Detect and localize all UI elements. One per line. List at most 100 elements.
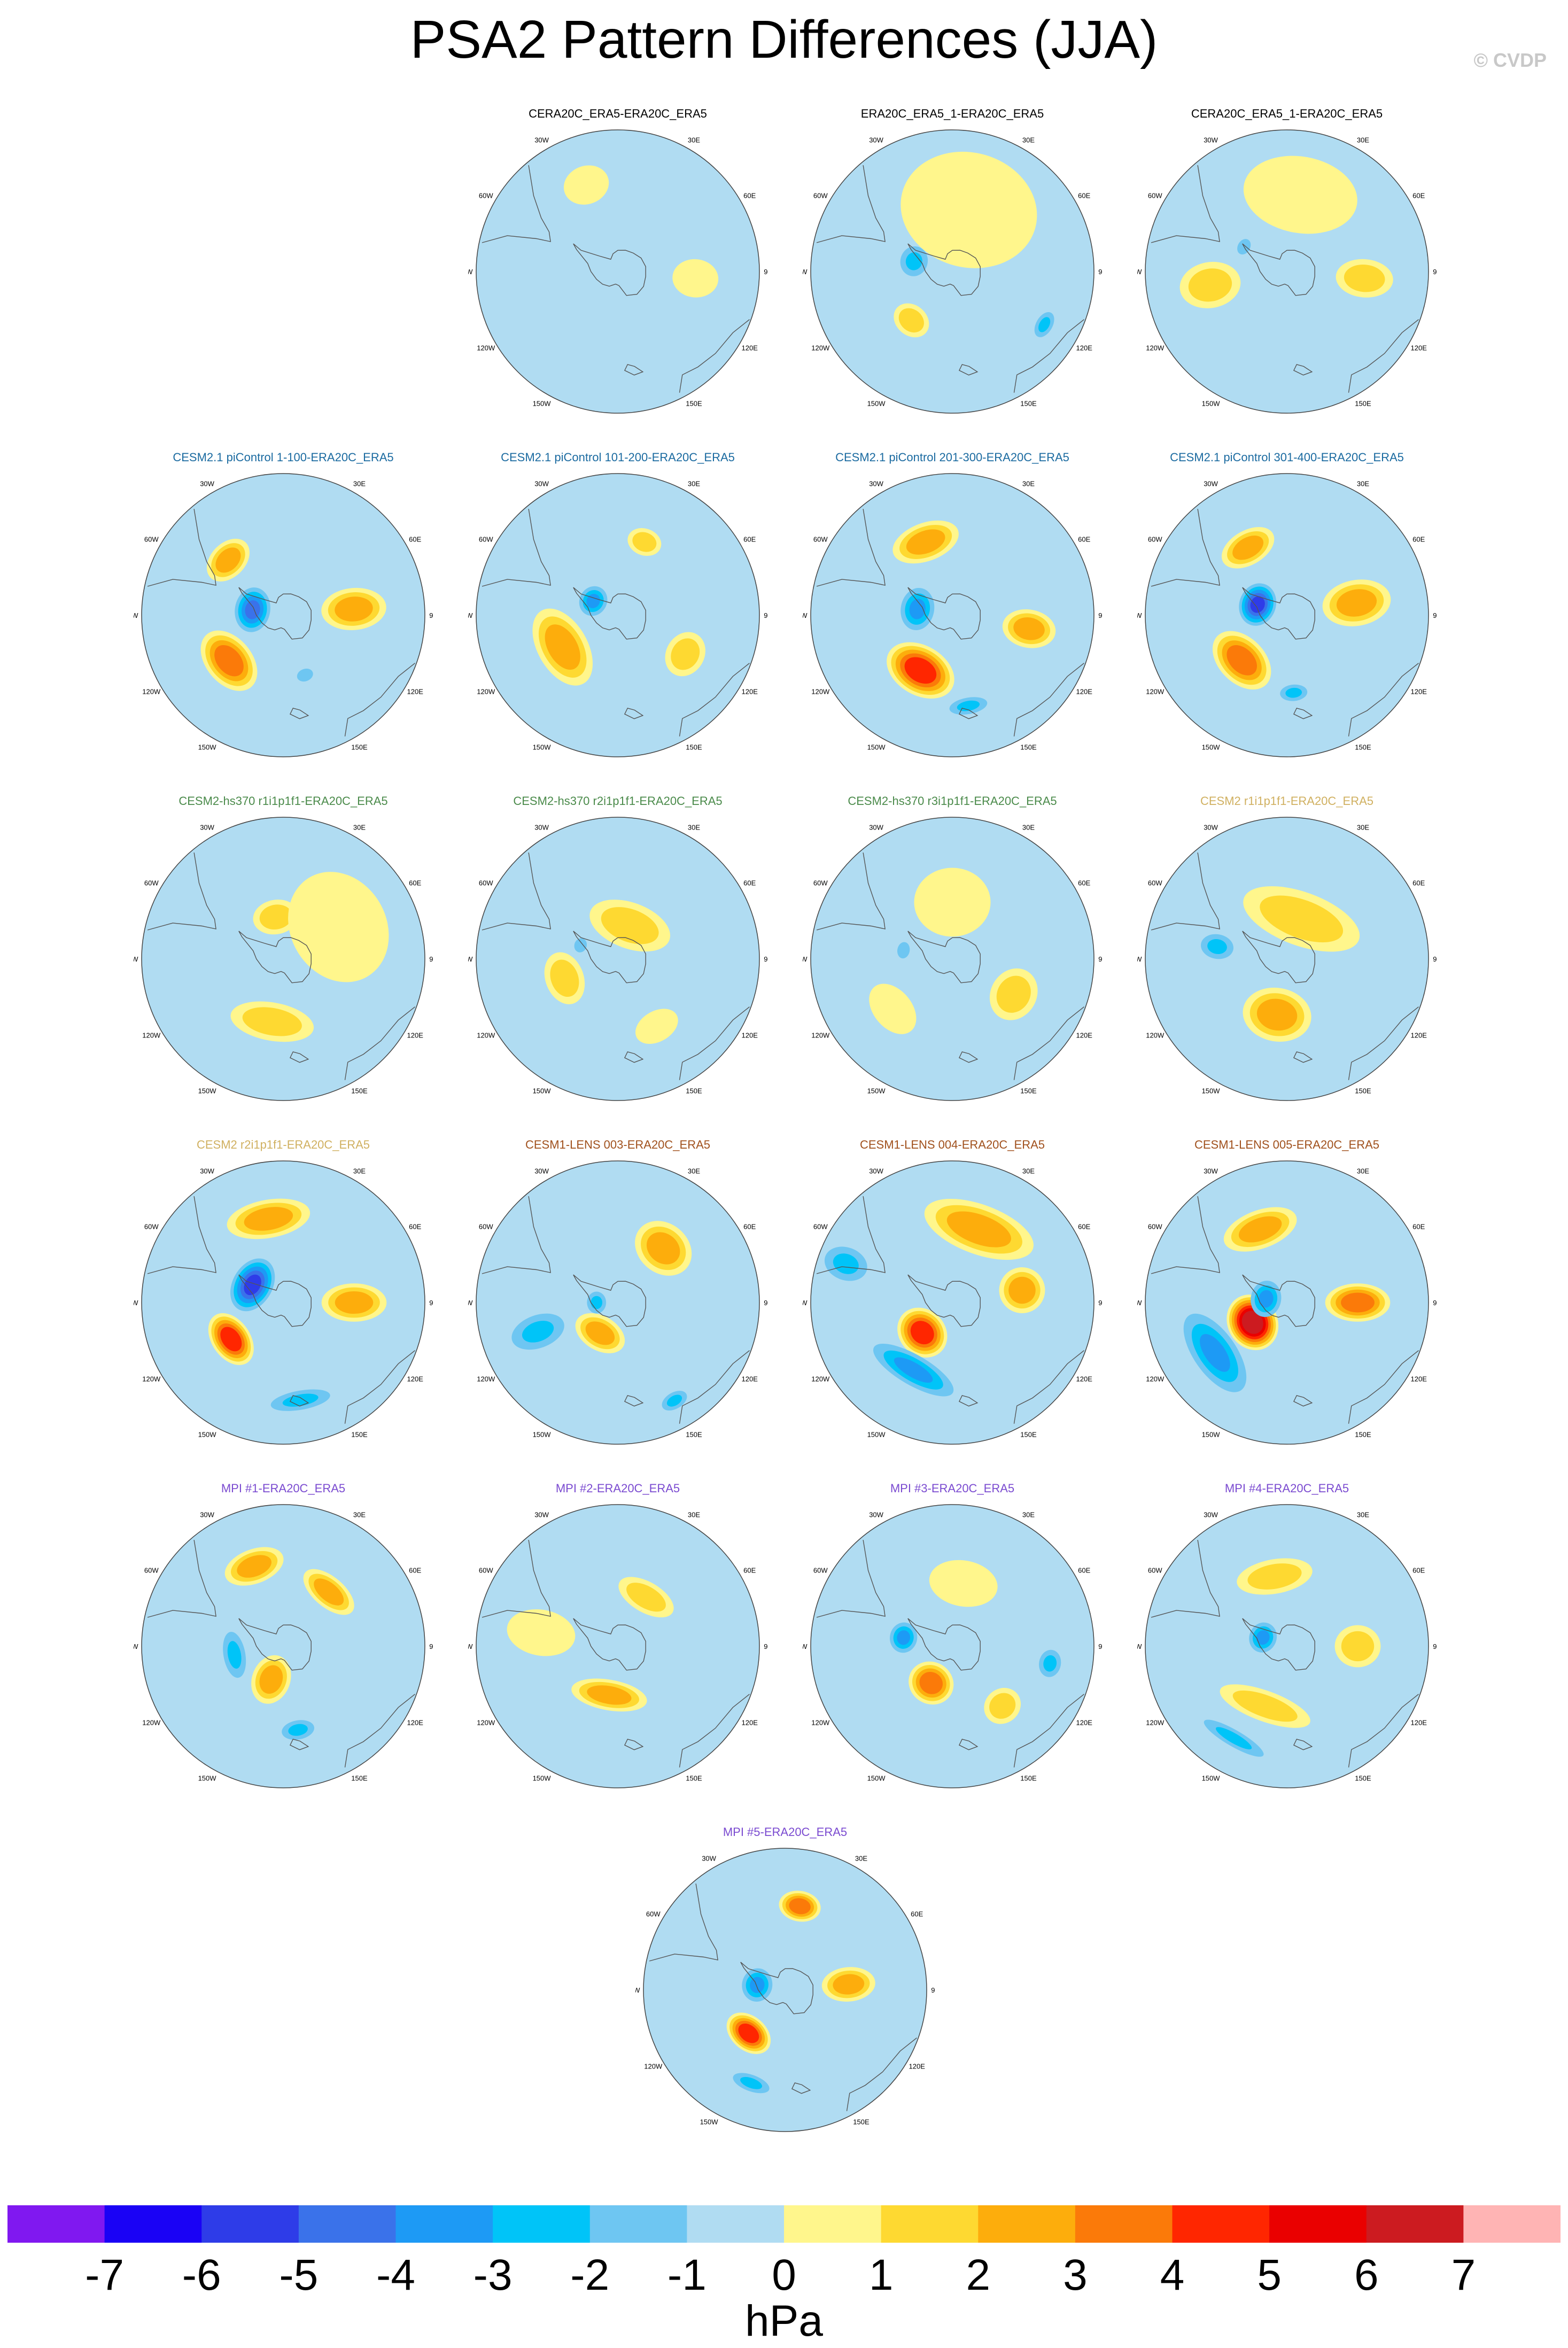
longitude-label: 180 — [1281, 764, 1293, 765]
australia-coastline — [679, 319, 750, 393]
longitude-label: 60E — [1078, 1567, 1090, 1575]
positive-anomaly — [1334, 1625, 1381, 1668]
polar-map: 0 30E 60E 90E 120E 150E 180 150W 120W 90W 60W 30W — [1137, 809, 1437, 1109]
positive-anomaly — [929, 1560, 998, 1607]
australia-coastline — [679, 1006, 750, 1080]
australia-coastline — [344, 1350, 415, 1424]
new-zealand-coastline — [289, 708, 309, 719]
map-panel: CESM2.1 piControl 201-300-ERA20C_ERA5 0 30… — [803, 451, 1102, 782]
longitude-label: 150W — [867, 1774, 886, 1783]
map-boundary — [810, 817, 1095, 1101]
longitude-label: 30W — [534, 1510, 549, 1518]
longitude-label: 30W — [200, 479, 214, 487]
positive-anomaly — [635, 1009, 678, 1044]
longitude-label: 60W — [1148, 192, 1162, 200]
longitude-label: 120W — [1146, 1718, 1165, 1726]
longitude-label: 30W — [869, 1167, 883, 1175]
longitude-label: 180 — [612, 1451, 624, 1452]
longitude-label: 150E — [1355, 1087, 1371, 1095]
longitude-label: 90W — [1137, 955, 1142, 963]
longitude-label: 120W — [142, 1031, 161, 1039]
longitude-label: 30E — [353, 823, 366, 831]
longitude-label: 120W — [1146, 1375, 1165, 1383]
panel-title: CESM2.1 piControl 101-200-ERA20C_ERA5 — [501, 451, 735, 464]
polar-map: 0 30E 60E 90E 120E 150E 180 150W 120W 90W 60W 30W — [134, 466, 433, 765]
longitude-label: 150W — [867, 400, 886, 408]
map-panel: MPI #3-ERA20C_ERA5 0 30E 60E 90E 120E 150E 180 1… — [803, 1482, 1102, 1813]
longitude-label: 180 — [612, 1795, 624, 1796]
polar-map: 0 30E 60E 90E 120E 150E 180 150W 120W 90W 60W 30W — [468, 1153, 767, 1452]
colorbar-swatch — [1075, 2205, 1173, 2243]
australia-coastline — [1348, 319, 1419, 393]
longitude-label: 120E — [1411, 1718, 1427, 1726]
longitude-label: 90E — [764, 955, 767, 963]
map-panel: CESM1-LENS 005-ERA20C_ERA5 0 30E 60E 90E 120E… — [1137, 1138, 1437, 1469]
longitude-label: 60W — [813, 1567, 828, 1575]
longitude-label: 90W — [1137, 611, 1142, 619]
longitude-label: 60W — [144, 536, 159, 544]
longitude-label: 120W — [142, 687, 161, 695]
map-boundary — [476, 129, 760, 414]
map-boundary — [141, 473, 425, 757]
longitude-label: 150W — [1202, 743, 1221, 751]
longitude-label: 180 — [277, 764, 289, 765]
longitude-label: 150W — [198, 1087, 217, 1095]
longitude-label: 30E — [688, 479, 700, 487]
antarctica-coastline — [1242, 243, 1315, 296]
panel-title: CESM2.1 piControl 1-100-ERA20C_ERA5 — [173, 451, 394, 464]
longitude-label: 90E — [1098, 955, 1102, 963]
panel-title: MPI #3-ERA20C_ERA5 — [890, 1482, 1015, 1495]
colorbar-swatch — [1366, 2205, 1464, 2243]
positive-anomaly — [1221, 527, 1275, 569]
positive-anomaly — [563, 165, 609, 205]
positive-anomaly — [821, 1967, 875, 2002]
polar-map: 0 30E 60E 90E 120E 150E 180 150W 120W 90W 60W 30W — [803, 466, 1102, 765]
longitude-label: 30E — [1022, 1510, 1035, 1518]
longitude-label: 60W — [479, 879, 493, 887]
longitude-label: 30E — [688, 1167, 700, 1175]
south-america-coastline — [482, 852, 551, 931]
longitude-label: 0 — [616, 1153, 619, 1154]
polar-map: 0 30E 60E 90E 120E 150E 180 150W 120W 90W 60W 30W — [134, 1497, 433, 1796]
longitude-label: 30E — [353, 1510, 366, 1518]
negative-anomaly — [733, 2073, 770, 2094]
south-america-coastline — [816, 508, 886, 587]
longitude-label: 90E — [1098, 611, 1102, 619]
antarctica-coastline — [238, 931, 312, 983]
colorbar-tick-label: 3 — [1063, 2251, 1088, 2299]
longitude-label: 150W — [1202, 400, 1221, 408]
negative-anomaly — [511, 1313, 564, 1350]
longitude-label: 150E — [686, 1774, 702, 1783]
south-america-coastline — [147, 1539, 216, 1618]
positive-anomaly — [251, 1655, 291, 1704]
longitude-label: 60E — [1412, 1223, 1425, 1231]
panel-title: CESM2 r2i1p1f1-ERA20C_ERA5 — [196, 1138, 370, 1151]
new-zealand-coastline — [1293, 1051, 1313, 1063]
longitude-label: 180 — [277, 1795, 289, 1796]
longitude-label: 150W — [867, 1087, 886, 1095]
longitude-label: 60E — [409, 879, 421, 887]
antarctica-coastline — [573, 931, 646, 983]
longitude-label: 60W — [144, 879, 159, 887]
positive-anomaly — [321, 1283, 387, 1322]
longitude-label: 60W — [479, 536, 493, 544]
longitude-label: 60W — [1148, 536, 1162, 544]
colorbar-tick-label: -1 — [667, 2251, 707, 2299]
longitude-label: 30E — [1357, 479, 1369, 487]
longitude-label: 150E — [351, 1774, 368, 1783]
polar-map: 0 30E 60E 90E 120E 150E 180 150W 120W 90W 60W 30W — [468, 809, 767, 1109]
positive-anomaly — [1243, 987, 1311, 1042]
new-zealand-coastline — [624, 1739, 644, 1750]
longitude-label: 150W — [1202, 1774, 1221, 1783]
negative-anomaly — [1034, 312, 1054, 337]
longitude-label: 180 — [612, 420, 624, 421]
longitude-label: 60W — [1148, 879, 1162, 887]
new-zealand-coastline — [624, 708, 644, 719]
australia-coastline — [679, 663, 750, 737]
colorbar-swatch — [493, 2205, 591, 2243]
negative-anomaly — [230, 1258, 275, 1312]
longitude-label: 150E — [1355, 1774, 1371, 1783]
longitude-label: 90W — [803, 268, 808, 276]
longitude-label: 120W — [477, 1375, 495, 1383]
positive-anomaly — [1220, 1684, 1310, 1728]
